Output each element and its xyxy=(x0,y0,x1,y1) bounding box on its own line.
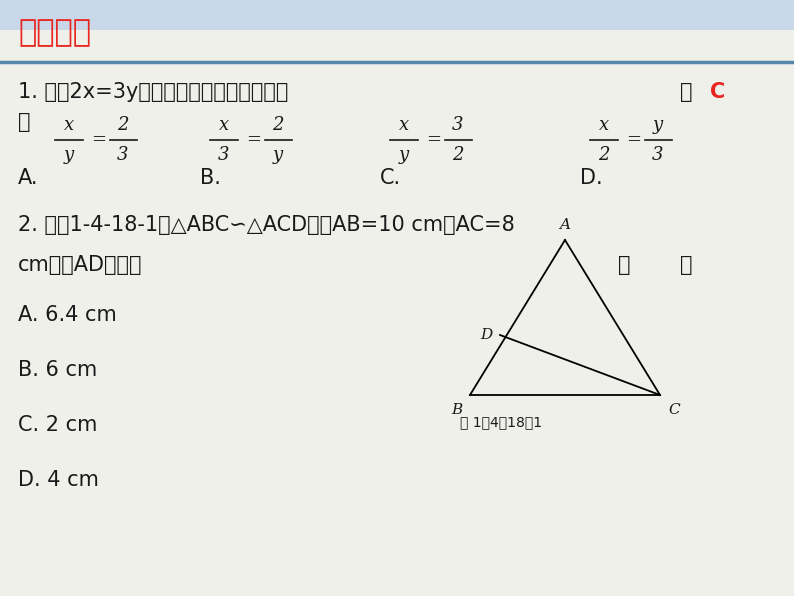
Text: 课前热身: 课前热身 xyxy=(18,18,91,47)
Text: （: （ xyxy=(618,255,630,275)
Text: 1. 如果2x=3y，那么下列比例式正确的是: 1. 如果2x=3y，那么下列比例式正确的是 xyxy=(18,82,288,102)
Text: =: = xyxy=(246,131,261,149)
Text: D. 4 cm: D. 4 cm xyxy=(18,470,99,490)
Text: =: = xyxy=(91,131,106,149)
Text: D: D xyxy=(480,328,492,342)
Text: =: = xyxy=(626,131,642,149)
Text: A. 6.4 cm: A. 6.4 cm xyxy=(18,305,117,325)
Text: ）: ） xyxy=(18,112,30,132)
Text: 2: 2 xyxy=(598,146,610,164)
Text: =: = xyxy=(426,131,441,149)
Text: C. 2 cm: C. 2 cm xyxy=(18,415,98,435)
Text: y: y xyxy=(273,146,283,164)
Text: y: y xyxy=(64,146,74,164)
Text: 2: 2 xyxy=(453,146,464,164)
Text: 3: 3 xyxy=(652,146,664,164)
Text: cm，则AD的长是: cm，则AD的长是 xyxy=(18,255,142,275)
Text: y: y xyxy=(653,116,663,134)
Text: 3: 3 xyxy=(218,146,229,164)
Bar xyxy=(0,0,794,30)
Text: C: C xyxy=(668,403,680,417)
Text: x: x xyxy=(399,116,409,134)
Text: B: B xyxy=(451,403,462,417)
Text: 2: 2 xyxy=(118,116,129,134)
Text: 3: 3 xyxy=(118,146,129,164)
Text: y: y xyxy=(399,146,409,164)
Text: 2: 2 xyxy=(272,116,283,134)
Text: x: x xyxy=(599,116,609,134)
Text: 2. 如图1-4-18-1，△ABC∽△ACD，且AB=10 cm，AC=8: 2. 如图1-4-18-1，△ABC∽△ACD，且AB=10 cm，AC=8 xyxy=(18,215,515,235)
Text: D.: D. xyxy=(580,168,603,188)
Text: ）: ） xyxy=(680,255,692,275)
Text: 3: 3 xyxy=(453,116,464,134)
Text: B. 6 cm: B. 6 cm xyxy=(18,360,97,380)
Text: x: x xyxy=(64,116,74,134)
Text: （: （ xyxy=(680,82,700,102)
Text: C: C xyxy=(710,82,725,102)
Text: x: x xyxy=(219,116,229,134)
Text: 图 1－4－18－1: 图 1－4－18－1 xyxy=(460,415,542,429)
Text: A: A xyxy=(560,218,571,232)
Text: B.: B. xyxy=(200,168,221,188)
Text: C.: C. xyxy=(380,168,401,188)
Text: A.: A. xyxy=(18,168,38,188)
